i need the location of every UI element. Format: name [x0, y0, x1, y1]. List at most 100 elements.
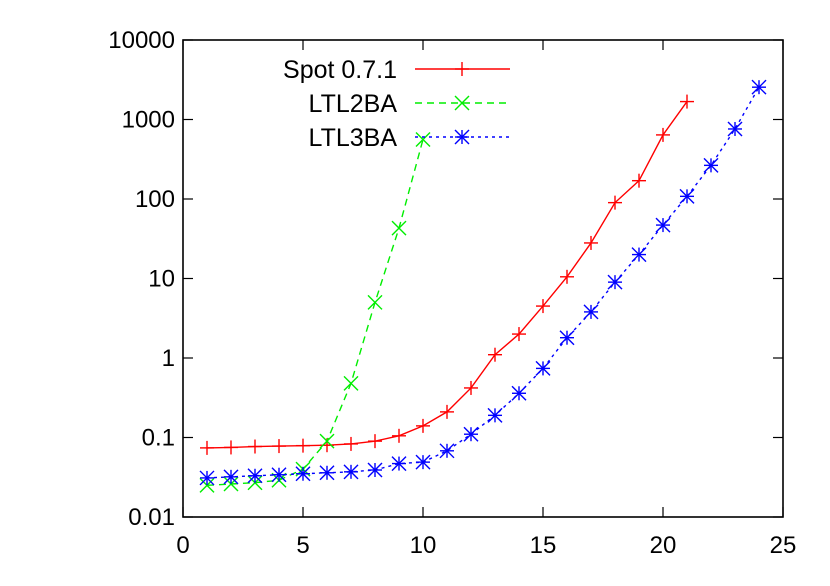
marker-stroke — [415, 132, 431, 148]
data-point — [632, 173, 646, 188]
data-point — [343, 375, 359, 391]
data-point — [368, 434, 382, 449]
series-line — [206, 86, 760, 479]
y-tick-label: 0.1 — [142, 425, 175, 452]
data-point — [415, 132, 431, 148]
marker-stroke — [703, 157, 719, 173]
legend-marker — [454, 95, 470, 111]
data-point — [511, 385, 527, 401]
data-point — [391, 220, 407, 236]
data-point — [536, 299, 550, 314]
marker-stroke — [511, 385, 527, 401]
data-point — [272, 439, 286, 454]
x-tick-label: 0 — [176, 532, 189, 559]
data-point — [464, 380, 478, 395]
data-point — [416, 418, 430, 433]
marker-stroke — [271, 467, 287, 483]
x-tick-label: 20 — [650, 532, 677, 559]
marker-stroke — [727, 121, 743, 137]
data-point — [391, 456, 407, 472]
legend-marker — [454, 129, 470, 145]
x-tick-label: 5 — [296, 532, 309, 559]
legend-marker — [455, 62, 469, 76]
data-point — [703, 157, 719, 173]
marker-stroke — [463, 426, 479, 442]
y-tick-label: 10 — [148, 266, 175, 293]
y-tick-label: 1 — [162, 345, 175, 372]
data-point — [655, 217, 671, 233]
data-point — [392, 428, 406, 443]
marker-stroke — [751, 79, 767, 95]
marker-stroke — [391, 456, 407, 472]
series-line — [206, 139, 424, 487]
x-tick-label: 25 — [770, 532, 797, 559]
data-point — [607, 274, 623, 290]
marker-stroke — [295, 466, 311, 482]
marker-stroke — [559, 330, 575, 346]
legend: Spot 0.7.1 LTL2BA LTL3BA — [283, 56, 510, 152]
marker-stroke — [319, 433, 335, 449]
data-point — [463, 426, 479, 442]
data-point — [247, 468, 263, 484]
data-point — [271, 467, 287, 483]
data-point — [679, 188, 695, 204]
marker-stroke — [367, 462, 383, 478]
marker-stroke — [199, 477, 215, 493]
x-tick-label: 15 — [530, 532, 557, 559]
data-point — [608, 195, 622, 210]
data-point — [343, 464, 359, 480]
data-point — [488, 347, 502, 362]
data-point — [415, 454, 431, 470]
series-2 — [199, 79, 767, 486]
data-point — [535, 360, 551, 376]
y-tick-label: 1000 — [122, 107, 175, 134]
marker-stroke — [439, 443, 455, 459]
data-point — [680, 94, 694, 109]
series-0 — [200, 94, 694, 455]
data-point — [200, 440, 214, 455]
data-point — [344, 436, 358, 451]
data-point — [296, 438, 310, 453]
data-point — [248, 439, 262, 454]
marker-stroke — [247, 468, 263, 484]
data-point — [727, 121, 743, 137]
data-point — [583, 304, 599, 320]
marker-stroke — [367, 294, 383, 310]
marker-stroke — [343, 375, 359, 391]
data-point — [440, 404, 454, 419]
legend-label: LTL3BA — [309, 124, 398, 152]
data-point — [560, 269, 574, 284]
y-tick-label: 100 — [135, 186, 175, 213]
marker-stroke — [391, 220, 407, 236]
data-point — [631, 247, 647, 263]
data-point — [559, 330, 575, 346]
marker-stroke — [655, 217, 671, 233]
marker-stroke — [223, 469, 239, 485]
data-point — [319, 433, 335, 449]
legend-label: Spot 0.7.1 — [283, 56, 397, 84]
data-point — [439, 443, 455, 459]
marker-stroke — [343, 464, 359, 480]
marker-stroke — [415, 454, 431, 470]
data-point — [656, 127, 670, 142]
marker-stroke — [199, 470, 215, 486]
data-point — [367, 462, 383, 478]
legend-label: LTL2BA — [309, 90, 398, 118]
marker-stroke — [223, 476, 239, 492]
marker-stroke — [607, 274, 623, 290]
data-point — [223, 476, 239, 492]
data-point — [295, 466, 311, 482]
x-tick-label: 10 — [410, 532, 437, 559]
marker-stroke — [583, 304, 599, 320]
marker-stroke — [454, 129, 470, 145]
series-layer — [199, 79, 767, 493]
marker-stroke — [631, 247, 647, 263]
data-point — [199, 477, 215, 493]
marker-stroke — [487, 407, 503, 423]
marker-stroke — [319, 465, 335, 481]
data-point — [512, 327, 526, 342]
marker-stroke — [535, 360, 551, 376]
data-point — [224, 440, 238, 455]
